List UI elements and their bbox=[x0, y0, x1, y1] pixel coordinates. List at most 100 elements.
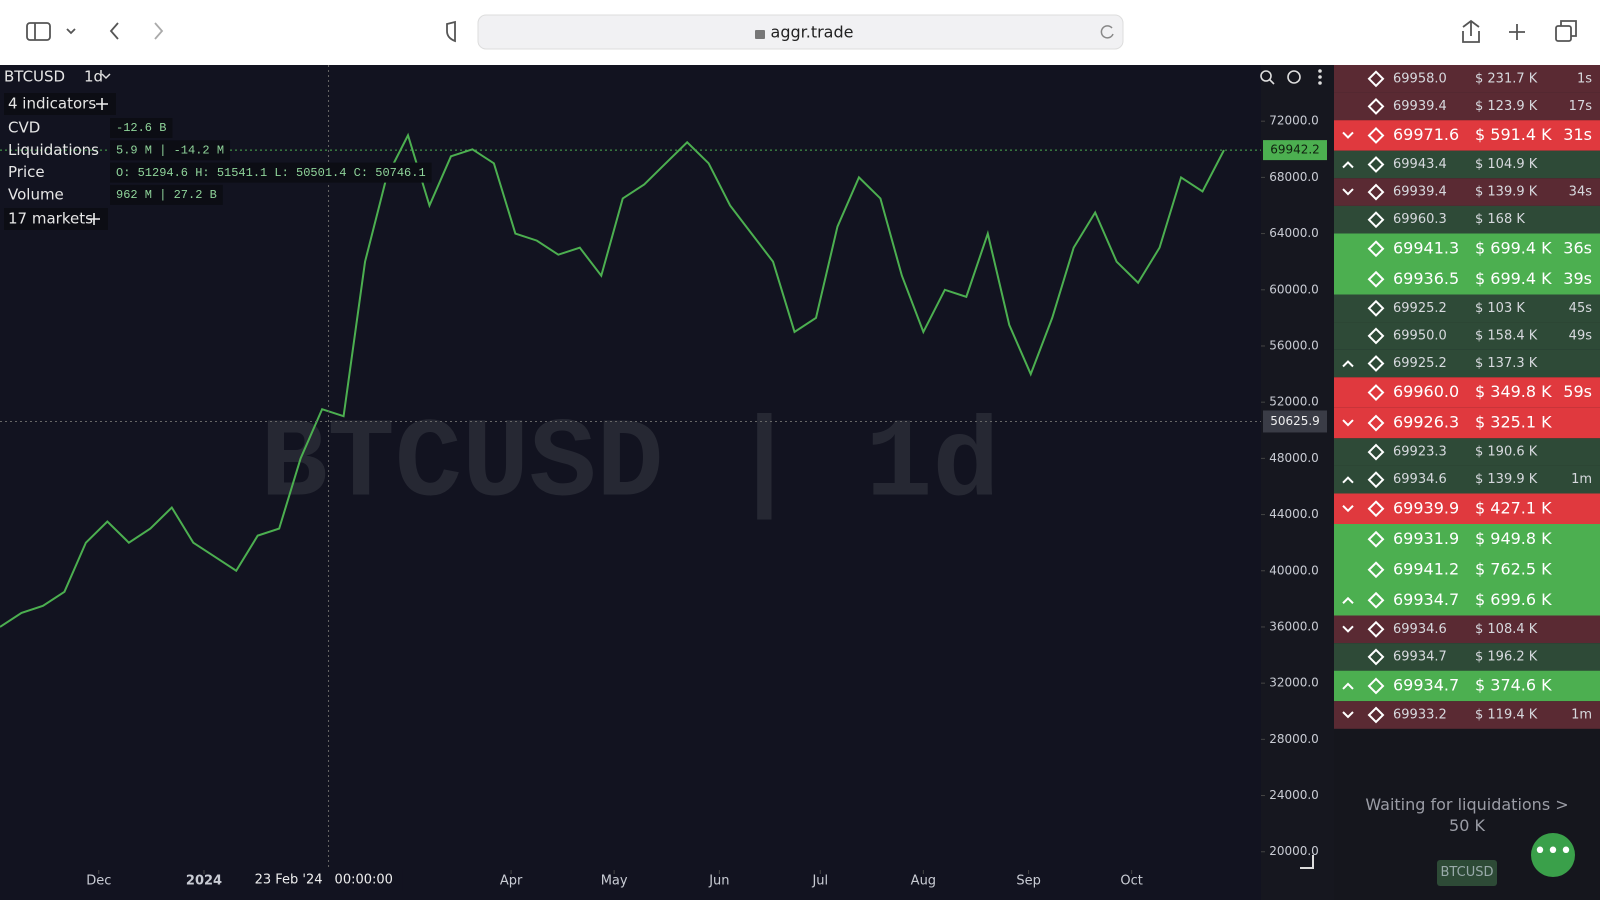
y-tick-label: 24000.0 bbox=[1269, 788, 1319, 802]
trade-amount: $ 699.4 K bbox=[1475, 269, 1552, 288]
reload-button[interactable] bbox=[1100, 25, 1114, 39]
trade-arrow bbox=[1342, 505, 1354, 513]
trade-amount: $ 699.6 K bbox=[1475, 590, 1552, 609]
pair-button[interactable]: BTCUSD bbox=[1437, 860, 1497, 886]
crosshair-time: 00:00:00 bbox=[335, 873, 393, 888]
chart-tools bbox=[1260, 69, 1322, 85]
search-button[interactable] bbox=[1260, 70, 1272, 82]
trade-arrow bbox=[1342, 419, 1354, 427]
trade-price: 69950.0 bbox=[1393, 328, 1447, 343]
y-tick-label: 28000.0 bbox=[1269, 732, 1319, 746]
shield-icon bbox=[446, 20, 456, 43]
exchange-icon bbox=[1367, 471, 1385, 489]
x-tick-label: Sep bbox=[1016, 874, 1041, 889]
add-indicator[interactable] bbox=[96, 98, 108, 110]
trade-amount: $ 949.8 K bbox=[1475, 529, 1552, 548]
y-tick-label: 52000.0 bbox=[1269, 395, 1319, 409]
tabs-button[interactable] bbox=[1555, 25, 1572, 42]
trade-price: 69936.5 bbox=[1393, 269, 1459, 288]
resize-handle[interactable] bbox=[1300, 855, 1314, 869]
menu-button[interactable]: ••• bbox=[1531, 833, 1575, 877]
trade-row bbox=[1334, 205, 1600, 234]
legend-label: Price bbox=[8, 163, 45, 181]
trade-row bbox=[1334, 92, 1600, 121]
trade-price: 69941.2 bbox=[1393, 559, 1459, 578]
legend-label: Liquidations bbox=[8, 141, 99, 159]
trade-amount: $ 103 K bbox=[1475, 301, 1525, 316]
trade-time: 39s bbox=[1563, 269, 1592, 288]
trade-amount: $ 762.5 K bbox=[1475, 559, 1552, 578]
trade-row bbox=[1334, 643, 1600, 671]
trade-row bbox=[1334, 294, 1600, 323]
markets[interactable]: 17 markets bbox=[8, 210, 93, 228]
trade-time: 36s bbox=[1563, 238, 1592, 257]
price-axis bbox=[1261, 65, 1334, 900]
trade-price: 69931.9 bbox=[1393, 529, 1459, 548]
trade-arrow bbox=[1342, 476, 1354, 484]
legend-value: 5.9 M | -14.2 M bbox=[116, 143, 224, 157]
y-tick-label: 20000.0 bbox=[1269, 844, 1319, 858]
trade-price: 69960.3 bbox=[1393, 212, 1447, 227]
trade-row bbox=[1334, 65, 1600, 93]
trade-arrow bbox=[1342, 711, 1354, 719]
trade-row bbox=[1334, 233, 1600, 264]
price-line bbox=[0, 132, 1225, 628]
timeframe[interactable]: 1d bbox=[84, 68, 103, 86]
trade-amount: $ 168 K bbox=[1475, 212, 1525, 227]
trade-arrow bbox=[1342, 188, 1354, 196]
trade-row bbox=[1334, 377, 1600, 408]
exchange-icon bbox=[1367, 706, 1385, 724]
exchange-icon bbox=[1367, 384, 1385, 401]
new-tab-button[interactable] bbox=[1509, 24, 1525, 40]
y-tick-label: 68000.0 bbox=[1269, 170, 1319, 184]
share-button[interactable] bbox=[1462, 19, 1480, 43]
add-market[interactable] bbox=[88, 213, 100, 225]
trade-row bbox=[1334, 493, 1600, 524]
legend-label: CVD bbox=[8, 119, 40, 137]
exchange-icon bbox=[1367, 70, 1385, 88]
trade-time: 31s bbox=[1563, 125, 1592, 144]
settings-button[interactable] bbox=[1287, 70, 1301, 84]
trade-amount: $ 137.3 K bbox=[1475, 356, 1538, 371]
trade-amount: $ 325.1 K bbox=[1475, 413, 1552, 432]
sidebar-button[interactable] bbox=[26, 22, 51, 41]
exchange-icon bbox=[1367, 500, 1385, 518]
trade-time: 17s bbox=[1569, 99, 1593, 114]
y-tick-label: 60000.0 bbox=[1269, 282, 1319, 296]
trade-amount: $ 123.9 K bbox=[1475, 99, 1538, 114]
trade-time: 59s bbox=[1563, 382, 1592, 401]
trade-price: 69960.0 bbox=[1393, 382, 1459, 401]
indicators[interactable]: 4 indicators bbox=[8, 95, 96, 113]
trade-price: 69933.2 bbox=[1393, 708, 1447, 723]
exchange-icon bbox=[1367, 648, 1385, 666]
x-tick-label: 2024 bbox=[186, 874, 222, 889]
lock-icon bbox=[755, 30, 765, 39]
trade-price: 69939.9 bbox=[1393, 498, 1459, 517]
exchange-icon bbox=[1367, 97, 1385, 115]
trade-row bbox=[1334, 585, 1600, 616]
trade-price: 69923.3 bbox=[1393, 445, 1447, 460]
y-tick-label: 48000.0 bbox=[1269, 451, 1319, 465]
x-tick-label: Jul bbox=[811, 874, 828, 889]
legend-bg bbox=[4, 93, 116, 115]
x-tick-label: Apr bbox=[500, 874, 523, 889]
trade-price: 69926.3 bbox=[1393, 413, 1459, 432]
trade-price: 69939.4 bbox=[1393, 99, 1447, 114]
legend-value-bg bbox=[110, 140, 231, 161]
toolbar-icons bbox=[26, 19, 1577, 43]
back-button[interactable] bbox=[109, 22, 119, 40]
trade-row bbox=[1334, 120, 1600, 151]
exchange-icon bbox=[1367, 183, 1385, 201]
symbol[interactable]: BTCUSD bbox=[4, 68, 65, 86]
trade-row bbox=[1334, 349, 1600, 378]
forward-button[interactable] bbox=[154, 22, 164, 40]
trade-row bbox=[1334, 322, 1600, 350]
trade-arrow bbox=[1342, 161, 1354, 169]
crosshair-price: 50625.9 bbox=[1270, 414, 1320, 428]
exchange-icon bbox=[1367, 127, 1385, 144]
exchange-icon bbox=[1367, 240, 1385, 258]
legend-value: -12.6 B bbox=[116, 121, 166, 135]
trade-row bbox=[1334, 615, 1600, 644]
address-bar[interactable] bbox=[477, 14, 1124, 50]
